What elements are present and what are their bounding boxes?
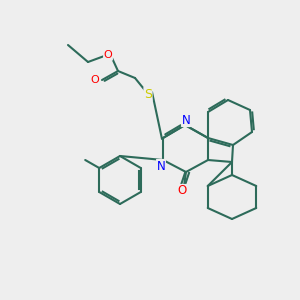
Text: N: N <box>182 113 190 127</box>
Text: O: O <box>91 75 99 85</box>
Text: O: O <box>177 184 187 197</box>
Text: O: O <box>103 50 112 60</box>
Text: S: S <box>144 88 152 100</box>
Text: N: N <box>157 160 165 172</box>
